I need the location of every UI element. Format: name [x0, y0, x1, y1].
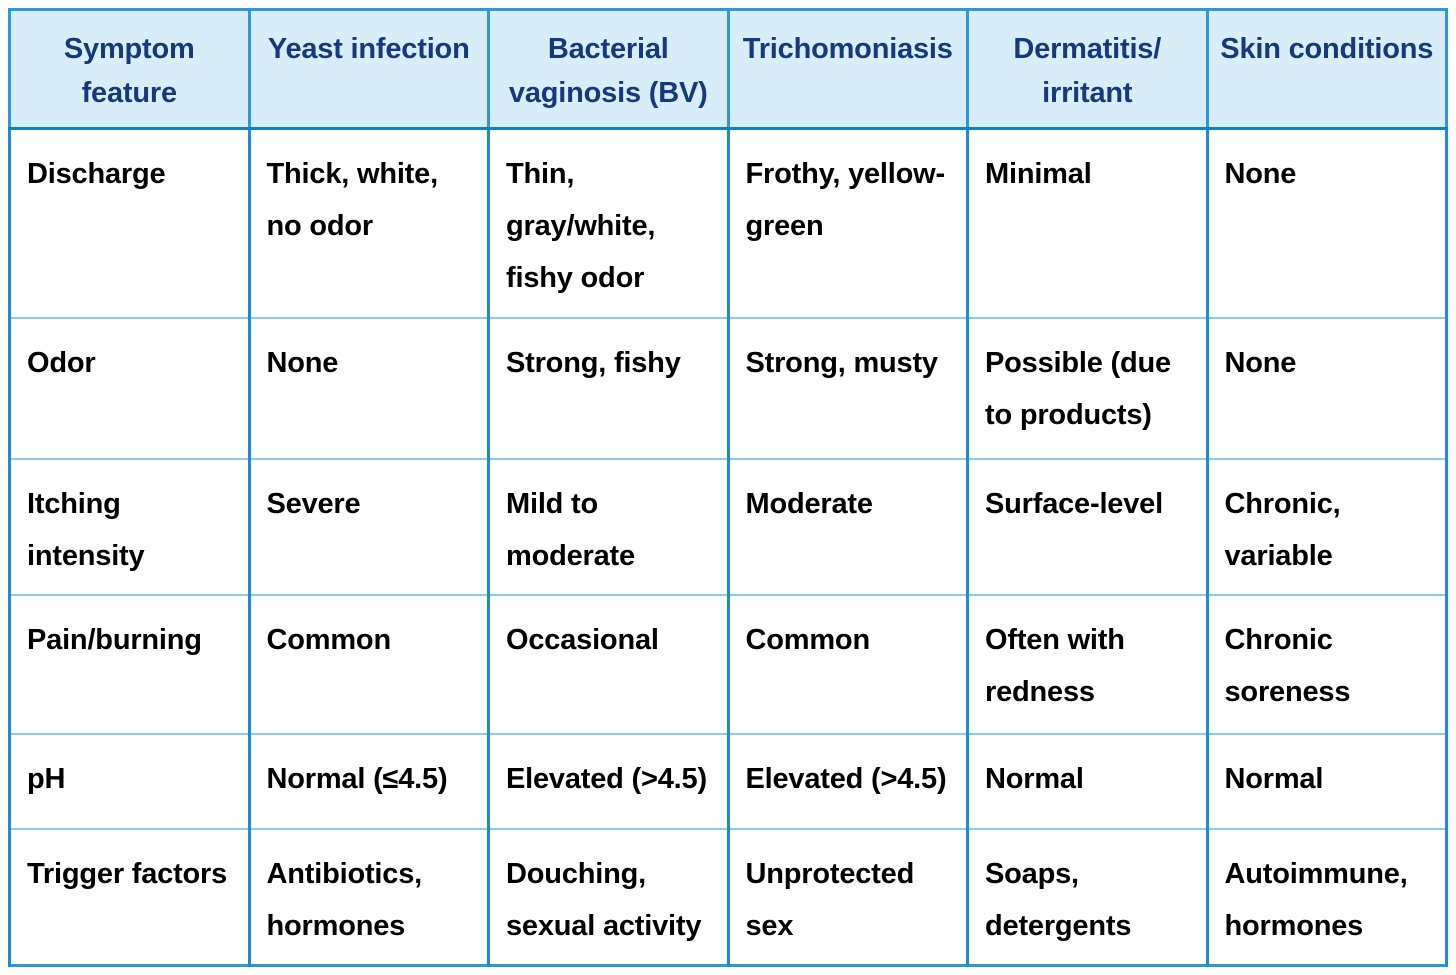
cell-odor-dermatitis: Possible (due to products) [966, 316, 1209, 460]
table-row-discharge: Discharge Thick, white, no odor Thin, gr… [8, 127, 1448, 319]
cell-odor-trich: Strong, musty [726, 316, 969, 460]
row-label-itching-intensity: Itching intensity [8, 457, 251, 596]
cell-odor-bv: Strong, fishy [487, 316, 730, 460]
cell-trigger-bv: Douching, sexual activity [487, 827, 730, 966]
cell-itching-skin: Chronic, variable [1205, 457, 1448, 596]
column-header-skin-conditions: Skin conditions [1205, 9, 1448, 130]
cell-discharge-dermatitis: Minimal [966, 127, 1209, 319]
cell-trigger-yeast: Antibiotics, hormones [247, 827, 490, 966]
row-label-odor: Odor [8, 316, 251, 460]
row-label-discharge: Discharge [8, 127, 251, 319]
cell-pain-skin: Chronic soreness [1205, 593, 1448, 735]
cell-ph-skin: Normal [1205, 732, 1448, 830]
cell-ph-trich: Elevated (>4.5) [726, 732, 969, 830]
column-header-bacterial-vaginosis: Bacterial vaginosis (BV) [487, 9, 730, 130]
cell-ph-dermatitis: Normal [966, 732, 1209, 830]
cell-trigger-trich: Unprotected sex [726, 827, 969, 966]
cell-itching-trich: Moderate [726, 457, 969, 596]
cell-trigger-skin: Autoimmune, hormones [1205, 827, 1448, 966]
row-label-pain-burning: Pain/burning [8, 593, 251, 735]
column-header-yeast-infection: Yeast infection [247, 9, 490, 130]
cell-pain-dermatitis: Often with redness [966, 593, 1209, 735]
cell-itching-yeast: Severe [247, 457, 490, 596]
column-header-trichomoniasis: Trichomoniasis [726, 9, 969, 130]
header-row: Symptom feature Yeast infection Bacteria… [8, 9, 1448, 130]
table-body: Discharge Thick, white, no odor Thin, gr… [8, 127, 1448, 966]
cell-ph-yeast: Normal (≤4.5) [247, 732, 490, 830]
table-row-trigger-factors: Trigger factors Antibiotics, hormones Do… [8, 827, 1448, 966]
cell-trigger-dermatitis: Soaps, detergents [966, 827, 1209, 966]
row-label-ph: pH [8, 732, 251, 830]
table-row-pain-burning: Pain/burning Common Occasional Common Of… [8, 593, 1448, 735]
table-row-ph: pH Normal (≤4.5) Elevated (>4.5) Elevate… [8, 732, 1448, 830]
symptom-comparison-table: Symptom feature Yeast infection Bacteria… [8, 8, 1448, 967]
table-row-itching-intensity: Itching intensity Severe Mild to moderat… [8, 457, 1448, 596]
cell-discharge-bv: Thin, gray/white, fishy odor [487, 127, 730, 319]
column-header-symptom-feature: Symptom feature [8, 9, 251, 130]
cell-ph-bv: Elevated (>4.5) [487, 732, 730, 830]
cell-pain-trich: Common [726, 593, 969, 735]
table-row-odor: Odor None Strong, fishy Strong, musty Po… [8, 316, 1448, 460]
cell-discharge-yeast: Thick, white, no odor [247, 127, 490, 319]
cell-discharge-skin: None [1205, 127, 1448, 319]
cell-discharge-trich: Frothy, yellow-green [726, 127, 969, 319]
cell-odor-skin: None [1205, 316, 1448, 460]
cell-pain-bv: Occasional [487, 593, 730, 735]
column-header-dermatitis-irritant: Dermatitis/ irritant [966, 9, 1209, 130]
cell-itching-dermatitis: Surface-level [966, 457, 1209, 596]
row-label-trigger-factors: Trigger factors [8, 827, 251, 966]
cell-pain-yeast: Common [247, 593, 490, 735]
table-header: Symptom feature Yeast infection Bacteria… [8, 9, 1448, 130]
cell-itching-bv: Mild to moderate [487, 457, 730, 596]
cell-odor-yeast: None [247, 316, 490, 460]
